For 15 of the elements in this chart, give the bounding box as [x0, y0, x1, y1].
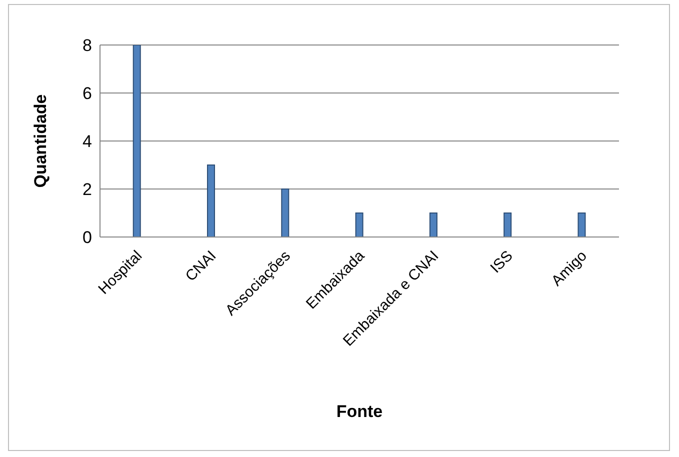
- bar: [281, 188, 290, 237]
- y-tick-label: 4: [82, 132, 92, 152]
- bar: [207, 164, 216, 237]
- bar: [355, 212, 364, 237]
- y-tick-label: 6: [82, 84, 92, 104]
- bar: [429, 212, 438, 237]
- bar: [578, 212, 586, 237]
- y-tick-label: 8: [82, 36, 92, 56]
- y-axis-title: Quantidade: [31, 94, 50, 188]
- bar: [132, 45, 141, 237]
- x-tick-label: ISS: [487, 247, 516, 277]
- bar: [504, 212, 512, 237]
- y-tick-label: 2: [82, 180, 92, 200]
- x-axis-title: Fonte: [336, 402, 383, 421]
- y-tick-label: 0: [82, 228, 92, 248]
